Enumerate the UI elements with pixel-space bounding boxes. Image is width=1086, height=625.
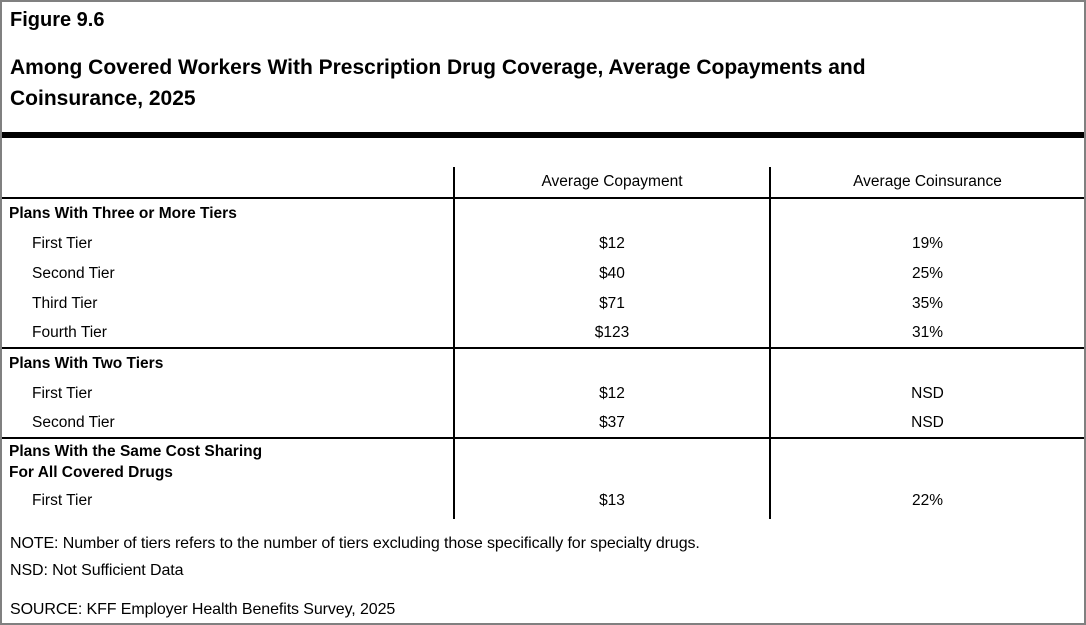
title-divider-rule — [2, 132, 1084, 138]
coinsurance-value: 25% — [769, 259, 1084, 289]
section-header-line-2: For All Covered Drugs — [9, 464, 173, 481]
tier-label: First Tier — [32, 235, 93, 252]
copayment-value: $12 — [453, 229, 769, 259]
table-header-row: Average Copayment Average Coinsurance — [2, 167, 1084, 199]
copayment-value: $40 — [453, 259, 769, 289]
coinsurance-value: 19% — [769, 229, 1084, 259]
section-header-label: Plans With the Same Cost Sharing For All… — [2, 439, 453, 483]
column-header-average-coinsurance: Average Coinsurance — [769, 167, 1084, 197]
table-row: Fourth Tier $123 31% — [2, 319, 1084, 349]
copayment-value: $37 — [453, 409, 769, 437]
figure-title: Among Covered Workers With Prescription … — [10, 52, 1015, 114]
note-line: NOTE: Number of tiers refers to the numb… — [10, 535, 700, 552]
source-line: SOURCE: KFF Employer Health Benefits Sur… — [10, 601, 396, 618]
coinsurance-value: 31% — [769, 319, 1084, 347]
table-row: First Tier $13 22% — [2, 483, 1084, 519]
copayment-value: $71 — [453, 289, 769, 319]
coinsurance-value: 22% — [769, 483, 1084, 519]
empty-cell — [453, 439, 769, 483]
footnotes: NOTE: Number of tiers refers to the numb… — [10, 530, 700, 623]
notes-spacer — [10, 584, 700, 596]
empty-cell — [769, 349, 1084, 379]
empty-cell — [453, 199, 769, 229]
section-header-two-tiers: Plans With Two Tiers — [2, 349, 1084, 379]
figure-number: Figure 9.6 — [10, 9, 105, 31]
tier-label: Second Tier — [32, 414, 115, 431]
section-header-label: Plans With Three or More Tiers — [9, 205, 237, 222]
nsd-definition-line: NSD: Not Sufficient Data — [10, 562, 184, 579]
table-row: Third Tier $71 35% — [2, 289, 1084, 319]
section-header-label: Plans With Two Tiers — [9, 355, 164, 372]
tier-label: Second Tier — [32, 265, 115, 282]
tier-label: First Tier — [32, 492, 93, 509]
tier-label: First Tier — [32, 385, 93, 402]
copayment-value: $13 — [453, 483, 769, 519]
empty-cell — [769, 199, 1084, 229]
tier-label: Third Tier — [32, 295, 98, 312]
copayment-value: $123 — [453, 319, 769, 347]
column-header-average-copayment: Average Copayment — [453, 167, 769, 197]
coinsurance-value: NSD — [769, 409, 1084, 437]
coinsurance-value: 35% — [769, 289, 1084, 319]
data-table: Average Copayment Average Coinsurance Pl… — [2, 167, 1084, 519]
tier-label: Fourth Tier — [32, 324, 107, 341]
table-row: Second Tier $37 NSD — [2, 409, 1084, 439]
section-header-three-or-more-tiers: Plans With Three or More Tiers — [2, 199, 1084, 229]
row-label-header-empty — [2, 167, 453, 197]
table-row: First Tier $12 NSD — [2, 379, 1084, 409]
table-row: First Tier $12 19% — [2, 229, 1084, 259]
empty-cell — [453, 349, 769, 379]
section-header-same-cost-sharing: Plans With the Same Cost Sharing For All… — [2, 439, 1084, 483]
figure-title-line-2: Coinsurance, 2025 — [10, 87, 196, 110]
empty-cell — [769, 439, 1084, 483]
coinsurance-value: NSD — [769, 379, 1084, 409]
figure-title-line-1: Among Covered Workers With Prescription … — [10, 56, 866, 79]
copayment-value: $12 — [453, 379, 769, 409]
section-header-line-1: Plans With the Same Cost Sharing — [9, 443, 263, 460]
table-row: Second Tier $40 25% — [2, 259, 1084, 289]
